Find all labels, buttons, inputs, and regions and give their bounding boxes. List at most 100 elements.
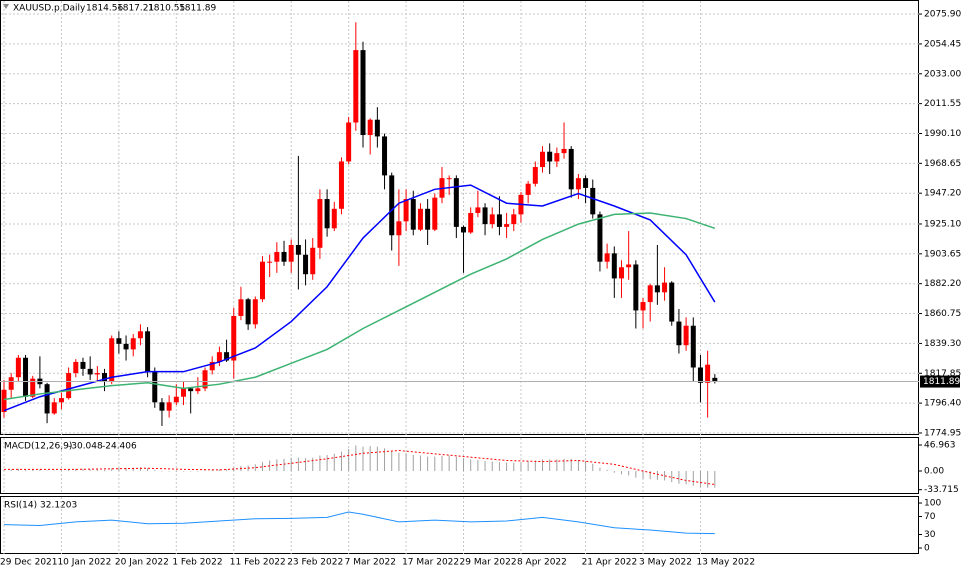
candle-body bbox=[396, 221, 402, 236]
y-tick-label: 46.963 bbox=[924, 440, 956, 450]
candle-body bbox=[288, 244, 294, 262]
candle-body bbox=[195, 388, 201, 392]
macd-bar bbox=[32, 469, 34, 472]
macd-bar bbox=[218, 469, 220, 472]
macd-bar bbox=[39, 469, 41, 472]
candle-body bbox=[87, 368, 93, 375]
candle-body bbox=[525, 183, 531, 195]
candle-body bbox=[626, 264, 632, 268]
macd-bar bbox=[441, 456, 443, 472]
low-value: 1810.55 bbox=[148, 4, 185, 14]
macd-bar bbox=[96, 469, 98, 472]
candle-body bbox=[267, 261, 273, 263]
y-tick-label: 1925.10 bbox=[924, 219, 961, 229]
x-tick-label: 7 Mar 2022 bbox=[345, 558, 396, 568]
x-tick-label: 29 Dec 2021 bbox=[0, 558, 58, 568]
macd-bar bbox=[226, 469, 228, 472]
close-value: 1811.89 bbox=[179, 4, 216, 14]
macd-bar bbox=[290, 457, 292, 472]
x-tick-label: 21 Apr 2022 bbox=[582, 558, 638, 568]
candle-body bbox=[23, 357, 29, 397]
candle-body bbox=[432, 197, 438, 230]
macd-bar bbox=[362, 446, 364, 472]
y-tick-label: 1796.40 bbox=[924, 399, 961, 409]
macd-bar bbox=[592, 463, 594, 472]
x-tick-label: 23 Feb 2022 bbox=[287, 558, 343, 568]
macd-bar bbox=[470, 459, 472, 472]
y-tick-label: -33.715 bbox=[924, 485, 959, 495]
candle-body bbox=[8, 377, 14, 390]
candle-body bbox=[468, 212, 474, 233]
candle-body bbox=[310, 247, 316, 275]
candle-body bbox=[123, 343, 129, 350]
candle-body bbox=[669, 282, 675, 322]
y-tick-label: 2075.90 bbox=[924, 10, 961, 20]
macd-bar bbox=[305, 458, 307, 472]
macd-bar bbox=[549, 459, 551, 472]
macd-bar bbox=[17, 468, 19, 472]
candle-body bbox=[324, 199, 330, 229]
candle-body bbox=[367, 119, 373, 136]
macd-bar bbox=[398, 452, 400, 472]
y-tick-label: 1860.75 bbox=[924, 309, 961, 319]
candle-body bbox=[604, 253, 610, 262]
candle-body bbox=[209, 361, 215, 371]
macd-bar bbox=[513, 462, 515, 472]
y-tick-label: 1968.65 bbox=[924, 159, 961, 169]
candle-body bbox=[281, 251, 287, 262]
candle-body bbox=[547, 151, 553, 162]
candle-body bbox=[331, 208, 337, 229]
macd-bar bbox=[484, 461, 486, 472]
candle-body bbox=[597, 214, 603, 262]
y-tick-label: 1903.65 bbox=[924, 249, 961, 259]
x-tick-label: 13 May 2022 bbox=[696, 558, 755, 568]
chart-title: XAUUSD.p,Daily bbox=[13, 4, 86, 14]
macd-bar bbox=[283, 458, 285, 472]
candle-body bbox=[568, 148, 574, 190]
macd-bar bbox=[348, 448, 350, 472]
candle-body bbox=[403, 199, 409, 222]
macd-bar bbox=[175, 471, 177, 472]
candle-body bbox=[338, 161, 344, 209]
macd-bar bbox=[671, 471, 673, 483]
candle-body bbox=[647, 285, 653, 303]
macd-bar bbox=[635, 471, 637, 478]
macd-bar bbox=[491, 461, 493, 472]
macd-title: MACD(12,26,9) bbox=[4, 442, 72, 452]
macd-bar bbox=[75, 468, 77, 472]
macd-bar bbox=[506, 462, 508, 472]
open-value: 1814.56 bbox=[86, 4, 123, 14]
candle-body bbox=[102, 373, 108, 382]
macd-bar bbox=[434, 456, 436, 472]
macd-bar bbox=[391, 451, 393, 472]
candle-body bbox=[224, 352, 230, 361]
candle-body bbox=[353, 50, 359, 123]
macd-bar bbox=[68, 469, 70, 472]
candle-body bbox=[690, 325, 696, 368]
y-tick-label: 1947.20 bbox=[924, 189, 961, 199]
candle-body bbox=[188, 388, 194, 392]
macd-bar bbox=[312, 457, 314, 472]
macd-bar bbox=[132, 467, 134, 472]
y-tick-label: 1882.20 bbox=[924, 279, 961, 289]
price-box bbox=[920, 375, 960, 388]
y-tick-label: 1839.30 bbox=[924, 339, 961, 349]
macd-bar bbox=[448, 455, 450, 472]
macd-bar bbox=[168, 471, 170, 472]
candle-body bbox=[446, 178, 452, 180]
macd-bar bbox=[254, 464, 256, 472]
macd-bar bbox=[714, 471, 716, 488]
indicator-line bbox=[3, 184, 716, 412]
macd-bar bbox=[678, 471, 680, 484]
price-label: 1811.89 bbox=[923, 377, 960, 387]
macd-bar bbox=[620, 471, 622, 475]
macd-bar bbox=[707, 471, 709, 488]
macd-bar bbox=[319, 455, 321, 472]
macd-bar bbox=[656, 471, 658, 480]
macd-bar bbox=[211, 469, 213, 472]
macd-bar bbox=[563, 458, 565, 472]
candle-body bbox=[475, 207, 481, 213]
candle-body bbox=[159, 402, 165, 411]
